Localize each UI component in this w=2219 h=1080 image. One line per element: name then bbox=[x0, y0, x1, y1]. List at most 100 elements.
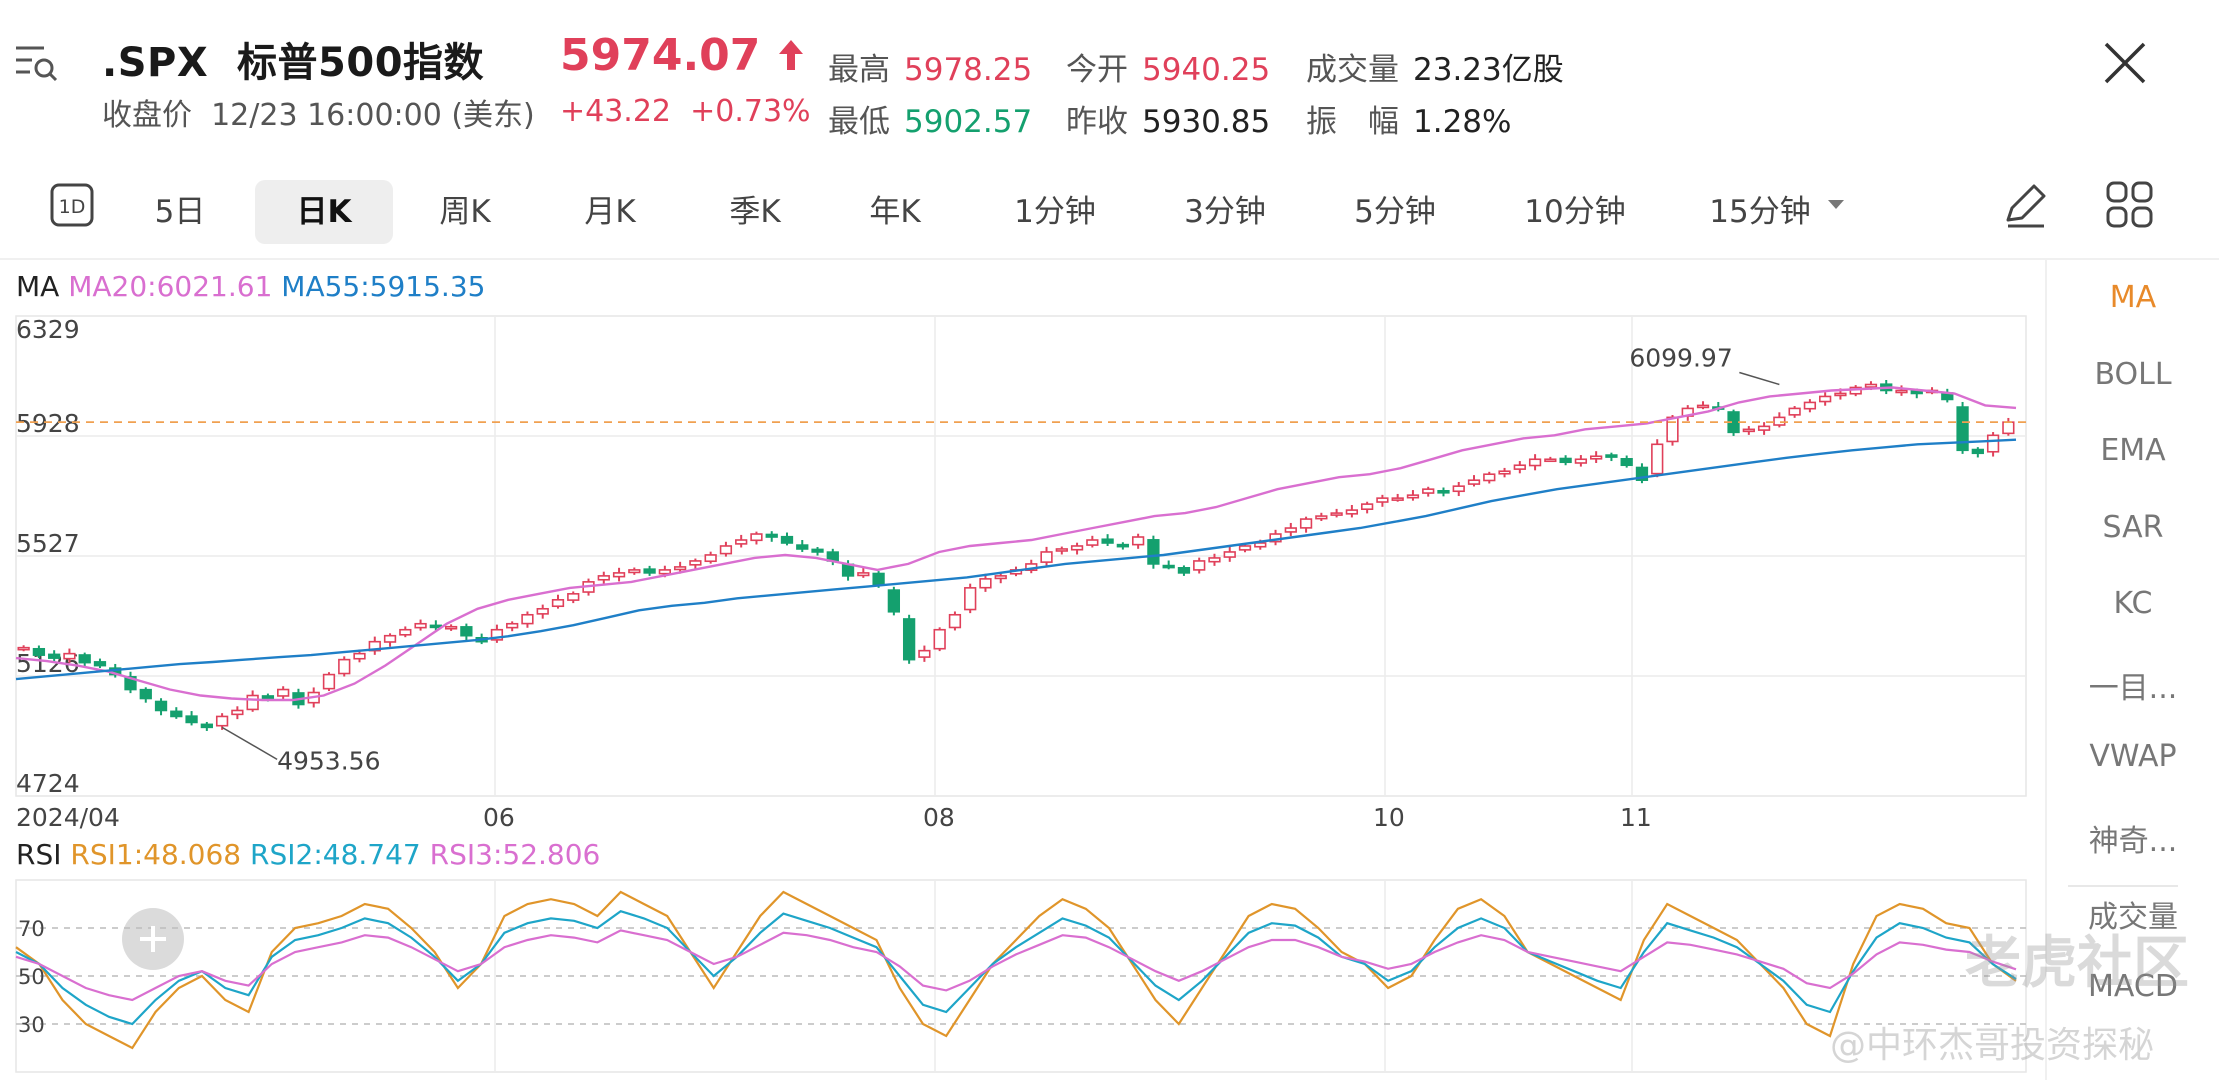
candle-body bbox=[1666, 416, 1679, 443]
candle-body bbox=[1544, 458, 1557, 463]
stat-open-value: 5940.25 bbox=[1142, 52, 1271, 88]
candle-body bbox=[200, 723, 213, 729]
indicator-3[interactable]: SAR bbox=[2102, 509, 2164, 545]
candle-body bbox=[1651, 443, 1664, 475]
indicator-6[interactable]: VWAP bbox=[2089, 739, 2177, 774]
candle-body bbox=[887, 589, 901, 613]
indicator-9[interactable]: MACD bbox=[2088, 968, 2178, 1004]
candle-body bbox=[1086, 539, 1099, 546]
stat-amplitude-label: 振 幅 bbox=[1306, 104, 1399, 140]
indicator-0[interactable]: MA bbox=[2109, 280, 2157, 315]
candle-body bbox=[383, 634, 397, 643]
stat-amplitude: 振 幅 1.28% bbox=[1306, 96, 1511, 141]
candle-body bbox=[1070, 545, 1084, 551]
candle-body bbox=[551, 599, 565, 608]
candle-body bbox=[1131, 536, 1145, 546]
candle-body bbox=[170, 710, 183, 718]
indicator-5[interactable]: 一目... bbox=[2088, 670, 2178, 706]
candle-body bbox=[750, 533, 763, 542]
candle-body bbox=[612, 572, 626, 578]
indicator-4[interactable]: KC bbox=[2113, 586, 2153, 621]
tab-3[interactable]: 月K bbox=[584, 194, 636, 230]
tab-8[interactable]: 5分钟 bbox=[1354, 194, 1436, 230]
candle-body bbox=[689, 560, 702, 566]
candle-body bbox=[48, 653, 61, 659]
candle-body bbox=[1635, 466, 1649, 481]
candle-body bbox=[490, 628, 504, 641]
rsi1-value: RSI1:48.068 bbox=[70, 838, 242, 871]
candle-body bbox=[719, 545, 733, 555]
candle-body bbox=[1055, 548, 1068, 552]
tab-2[interactable]: 周K bbox=[439, 194, 491, 230]
stat-volume-label: 成交量 bbox=[1306, 52, 1399, 88]
add-indicator-button[interactable] bbox=[122, 908, 184, 970]
candle-body bbox=[1315, 515, 1328, 520]
candle-body bbox=[1590, 455, 1603, 460]
candle-body bbox=[643, 568, 656, 574]
indicator-8[interactable]: 成交量 bbox=[2088, 900, 2178, 935]
candle-body bbox=[628, 569, 641, 574]
candle-body bbox=[1040, 551, 1053, 563]
candle-body bbox=[368, 640, 381, 652]
rsi-line-rsi1 bbox=[15, 890, 2017, 1050]
candle-body bbox=[1773, 416, 1786, 426]
candle-body bbox=[1223, 551, 1236, 558]
indicator-2[interactable]: EMA bbox=[2100, 433, 2166, 468]
menu-list-icon[interactable] bbox=[14, 40, 58, 84]
close-label: 收盘价 bbox=[102, 98, 192, 133]
stat-volume: 成交量 23.23亿股 bbox=[1306, 44, 1564, 89]
tab-4[interactable]: 季K bbox=[729, 194, 781, 230]
candle-body bbox=[1284, 527, 1297, 533]
candle-body bbox=[1208, 557, 1221, 563]
candle-body bbox=[872, 572, 885, 586]
annotation-leader bbox=[221, 726, 278, 760]
tab-7[interactable]: 3分钟 bbox=[1184, 194, 1266, 230]
last-price: 5974.07 bbox=[560, 30, 806, 81]
rsi-tick-label: 70 bbox=[18, 917, 45, 941]
tab-10[interactable]: 15分钟 bbox=[1709, 194, 1811, 230]
tab-0[interactable]: 5日 bbox=[154, 194, 206, 230]
stat-open: 今开 5940.25 bbox=[1066, 44, 1270, 89]
caret-down-icon[interactable] bbox=[1828, 200, 1844, 209]
candle-body bbox=[918, 649, 931, 658]
candle-body bbox=[735, 539, 748, 545]
candle-body bbox=[32, 647, 46, 656]
grid-icon[interactable] bbox=[2105, 180, 2155, 230]
x-tick-label: 08 bbox=[923, 803, 955, 832]
candle-body bbox=[765, 533, 778, 538]
tab-1[interactable]: 日K bbox=[255, 180, 393, 244]
index-name: 标普500指数 bbox=[237, 40, 485, 86]
candle-body bbox=[567, 593, 580, 601]
indicator-1[interactable]: BOLL bbox=[2094, 356, 2172, 392]
x-tick-label: 2024/04 bbox=[16, 803, 120, 832]
indicator-7[interactable]: 神奇... bbox=[2088, 823, 2178, 859]
candle-body bbox=[994, 575, 1007, 580]
y-tick-label: 6329 bbox=[16, 315, 80, 344]
candle-body bbox=[231, 709, 244, 716]
watermark-author: @中环杰哥投资探秘 bbox=[1830, 1025, 2155, 1066]
close-icon[interactable] bbox=[2100, 38, 2150, 88]
candle-body bbox=[1101, 538, 1114, 544]
stat-volume-value: 23.23亿股 bbox=[1413, 52, 1564, 88]
one-day-icon[interactable]: 1D bbox=[50, 183, 94, 227]
candle-body bbox=[1620, 458, 1633, 467]
rsi-tick-label: 30 bbox=[18, 1013, 45, 1037]
candle-body bbox=[1834, 392, 1847, 397]
tab-9[interactable]: 10分钟 bbox=[1524, 194, 1626, 230]
candle-body bbox=[261, 695, 275, 700]
annotation-leader bbox=[1739, 371, 1780, 386]
tab-6[interactable]: 1分钟 bbox=[1014, 194, 1096, 230]
candle-body bbox=[1803, 401, 1817, 410]
change-pct: +0.73% bbox=[690, 94, 811, 129]
side-panel-divider bbox=[2045, 260, 2047, 1080]
pencil-icon[interactable] bbox=[2000, 180, 2050, 230]
candle-body bbox=[979, 578, 992, 589]
stat-amplitude-value: 1.28% bbox=[1413, 104, 1512, 140]
tab-5[interactable]: 年K bbox=[869, 194, 921, 230]
annotation-label: 4953.56 bbox=[277, 746, 380, 775]
stat-prev-close: 昨收 5930.85 bbox=[1066, 96, 1270, 141]
candle-body bbox=[1345, 509, 1359, 515]
stat-low-label: 最低 bbox=[828, 104, 890, 140]
candle-body bbox=[78, 654, 91, 664]
